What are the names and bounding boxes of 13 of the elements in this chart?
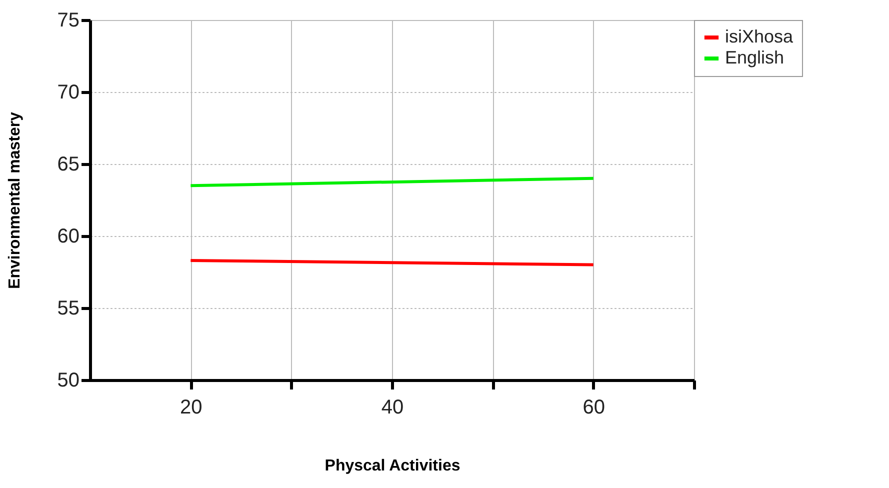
legend-label: isiXhosa	[725, 26, 794, 46]
y-tick-label: 55	[57, 298, 80, 320]
x-tick-label: 20	[180, 396, 202, 418]
y-tick-label: 60	[57, 226, 80, 248]
y-tick-label: 70	[57, 82, 80, 104]
y-tick-label: 50	[57, 370, 80, 392]
x-tick-label: 60	[582, 396, 605, 418]
y-axis-title: Environmental mastery	[6, 112, 24, 289]
x-axis-title: Physcal Activities	[324, 458, 460, 474]
y-tick-label: 65	[57, 154, 80, 176]
legend-label: English	[725, 48, 784, 68]
y-tick-label: 75	[57, 10, 80, 32]
x-tick-label: 40	[381, 396, 404, 418]
